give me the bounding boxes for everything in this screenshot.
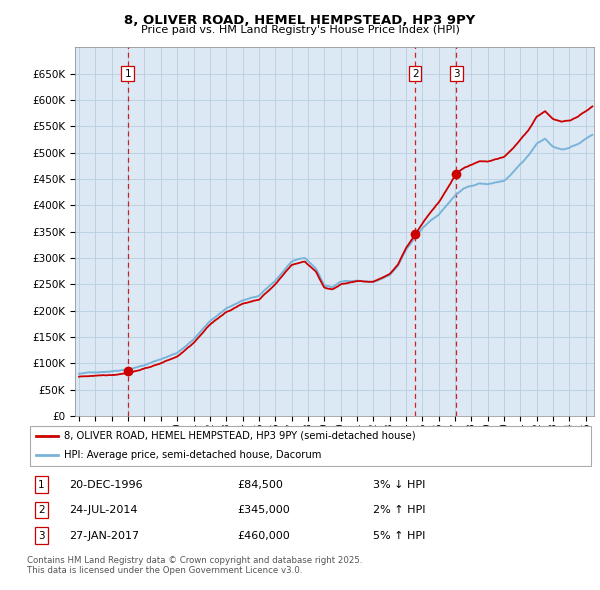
FancyBboxPatch shape: [30, 427, 591, 466]
Text: Contains HM Land Registry data © Crown copyright and database right 2025.
This d: Contains HM Land Registry data © Crown c…: [27, 556, 362, 575]
Text: 3: 3: [38, 530, 44, 540]
Text: 2: 2: [38, 505, 44, 515]
Text: 24-JUL-2014: 24-JUL-2014: [70, 505, 138, 515]
Text: 27-JAN-2017: 27-JAN-2017: [70, 530, 140, 540]
Text: £84,500: £84,500: [237, 480, 283, 490]
Text: £345,000: £345,000: [237, 505, 290, 515]
Text: 2: 2: [412, 68, 418, 78]
Text: 1: 1: [124, 68, 131, 78]
Text: 3: 3: [453, 68, 460, 78]
Text: 2% ↑ HPI: 2% ↑ HPI: [373, 505, 425, 515]
Text: HPI: Average price, semi-detached house, Dacorum: HPI: Average price, semi-detached house,…: [64, 450, 321, 460]
Text: Price paid vs. HM Land Registry's House Price Index (HPI): Price paid vs. HM Land Registry's House …: [140, 25, 460, 35]
Text: 1: 1: [38, 480, 44, 490]
Text: £460,000: £460,000: [237, 530, 290, 540]
Text: 20-DEC-1996: 20-DEC-1996: [70, 480, 143, 490]
Text: 8, OLIVER ROAD, HEMEL HEMPSTEAD, HP3 9PY: 8, OLIVER ROAD, HEMEL HEMPSTEAD, HP3 9PY: [124, 14, 476, 27]
Text: 8, OLIVER ROAD, HEMEL HEMPSTEAD, HP3 9PY (semi-detached house): 8, OLIVER ROAD, HEMEL HEMPSTEAD, HP3 9PY…: [64, 431, 415, 441]
Text: 5% ↑ HPI: 5% ↑ HPI: [373, 530, 425, 540]
Text: 3% ↓ HPI: 3% ↓ HPI: [373, 480, 425, 490]
